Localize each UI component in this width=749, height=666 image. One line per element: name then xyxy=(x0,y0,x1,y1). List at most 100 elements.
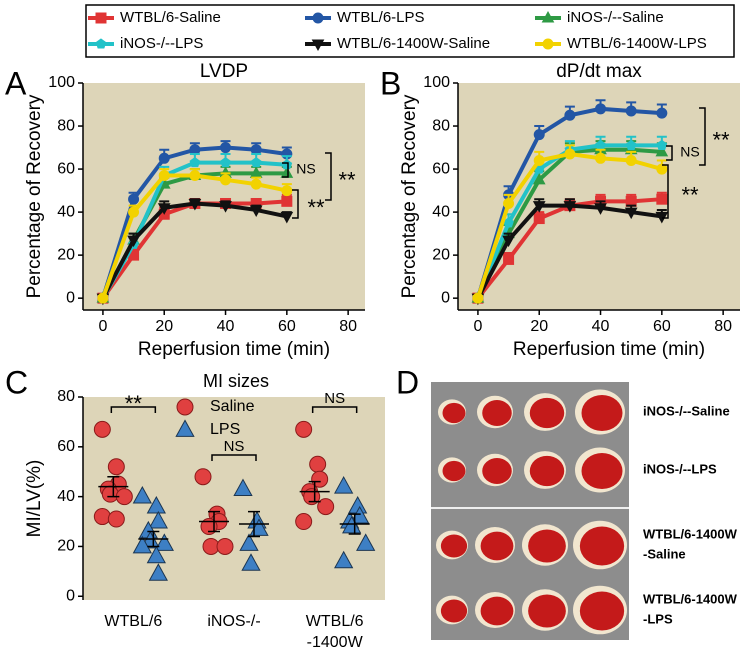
y-tick-label: 100 xyxy=(423,74,450,91)
marker xyxy=(656,163,668,175)
bracket xyxy=(110,406,157,413)
x-tick-label: 0 xyxy=(473,318,482,335)
marker xyxy=(655,144,669,157)
marker xyxy=(564,109,576,121)
marker xyxy=(189,170,201,182)
marker xyxy=(148,563,168,581)
photo-label: WTBL/6-1400W xyxy=(643,526,738,541)
infarct xyxy=(528,529,566,563)
marker xyxy=(128,193,140,205)
marker xyxy=(594,203,607,215)
legend-box xyxy=(85,4,735,58)
marker xyxy=(281,195,293,207)
marker xyxy=(532,201,546,213)
x-tick-label: 40 xyxy=(592,318,610,335)
y-axis-title: Percentage of Recovery xyxy=(399,94,420,298)
marker xyxy=(93,508,111,526)
infarct xyxy=(480,531,514,561)
x-tick-label: 20 xyxy=(530,318,548,335)
marker xyxy=(625,105,637,117)
marker xyxy=(233,478,253,497)
legend-marker xyxy=(541,10,555,23)
annotation: ** xyxy=(125,391,143,416)
y-tick-label: 80 xyxy=(432,117,450,134)
marker xyxy=(533,129,545,141)
x-tick-label: 80 xyxy=(714,318,732,335)
infarct xyxy=(442,402,466,424)
marker xyxy=(533,213,545,225)
marker xyxy=(107,458,125,476)
y-axis-title: Percentage of Recovery xyxy=(24,94,45,298)
panel-letter: D xyxy=(396,364,419,400)
bracket xyxy=(325,152,332,201)
plot-area xyxy=(83,397,385,600)
infarct xyxy=(528,594,566,628)
marker xyxy=(656,193,668,205)
error-bar xyxy=(308,480,321,503)
marker xyxy=(503,197,515,209)
marker xyxy=(281,185,293,197)
y-tick-label: 60 xyxy=(57,160,75,177)
marker xyxy=(595,152,607,164)
legend-marker xyxy=(175,419,195,437)
marker xyxy=(93,420,111,438)
marker xyxy=(146,495,166,514)
y-tick-label: 20 xyxy=(432,246,450,263)
error-bar xyxy=(248,510,260,538)
marker xyxy=(295,420,313,438)
marker xyxy=(532,172,546,185)
annotation: ** xyxy=(307,195,325,220)
chart-title: LVDP xyxy=(200,61,248,82)
error-bar xyxy=(208,510,220,533)
marker xyxy=(188,198,202,211)
marker xyxy=(533,154,545,166)
y-tick-label: 80 xyxy=(57,117,75,134)
infarct xyxy=(529,455,565,487)
x-tick-label: WTBL/6 xyxy=(104,613,162,630)
x-axis-title: Reperfusion time (min) xyxy=(513,339,705,360)
y-tick-label: 20 xyxy=(57,246,75,263)
panel-letter: B xyxy=(380,65,401,101)
marker xyxy=(334,476,354,494)
y-tick-label: 40 xyxy=(57,488,75,505)
marker xyxy=(219,201,232,213)
y-tick-label: 80 xyxy=(57,388,75,405)
marker xyxy=(503,253,515,265)
marker xyxy=(194,468,212,486)
marker xyxy=(216,537,234,555)
marker xyxy=(625,154,637,166)
infarct xyxy=(480,596,514,626)
marker xyxy=(249,205,263,217)
legend-label: WTBL/6-Saline xyxy=(120,9,221,26)
marker xyxy=(595,103,607,115)
infarct xyxy=(482,458,512,484)
annotation: ** xyxy=(681,182,699,207)
marker xyxy=(107,510,125,528)
marker xyxy=(656,107,668,119)
y-tick-label: 40 xyxy=(57,203,75,220)
marker xyxy=(295,513,313,531)
y-tick-label: 20 xyxy=(57,538,75,555)
marker xyxy=(334,550,354,569)
photo-label: WTBL/6-1400W xyxy=(643,591,738,606)
error-bar xyxy=(107,475,120,498)
x-tick-label: 0 xyxy=(98,318,107,335)
marker xyxy=(317,498,335,516)
x-tick-label: -1400W xyxy=(307,634,364,651)
marker xyxy=(564,148,576,160)
marker xyxy=(311,470,329,488)
infarct xyxy=(440,534,468,558)
bracket xyxy=(662,164,669,219)
x-tick-label: 80 xyxy=(339,318,357,335)
y-tick-label: 60 xyxy=(432,160,450,177)
marker xyxy=(97,292,109,304)
legend-marker xyxy=(176,398,194,416)
legend-marker xyxy=(95,12,107,24)
photo-label: iNOS-/--Saline xyxy=(643,403,730,418)
infarct xyxy=(442,460,466,482)
infarct xyxy=(579,526,625,566)
marker xyxy=(127,235,140,248)
panel-letter: A xyxy=(5,65,27,101)
infarct xyxy=(581,395,623,431)
